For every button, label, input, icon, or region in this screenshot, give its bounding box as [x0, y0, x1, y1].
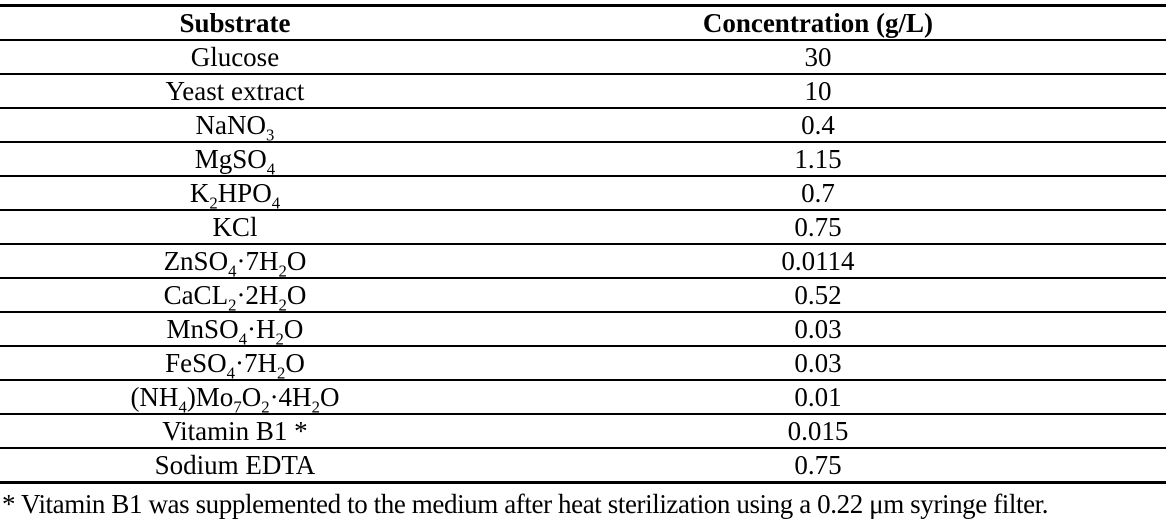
- substrate-cell: FeSO4·7H2O: [165, 347, 305, 382]
- concentration-cell: 0.03: [794, 313, 842, 344]
- substrate-cell: Yeast extract: [165, 75, 305, 106]
- table-row: Yeast extract 10: [0, 74, 1166, 108]
- table-row: Sodium EDTA 0.75: [0, 448, 1166, 483]
- concentration-cell: 0.4: [801, 109, 835, 140]
- concentration-cell: 0.0114: [781, 245, 855, 276]
- table-row: MnSO4·H2O 0.03: [0, 312, 1166, 348]
- substrate-cell: K2HPO4: [189, 177, 281, 212]
- substrate-cell: CaCL2·2H2O: [163, 279, 307, 314]
- concentration-cell: 0.03: [794, 347, 842, 378]
- table-row: Glucose 30: [0, 40, 1166, 74]
- table-row: CaCL2·2H2O 0.52: [0, 278, 1166, 314]
- concentration-cell: 0.01: [794, 381, 842, 412]
- substrate-cell: Glucose: [190, 41, 280, 72]
- substrate-cell: ZnSO4·7H2O: [163, 245, 307, 280]
- concentration-cell: 0.7: [801, 177, 835, 208]
- substrate-cell: Vitamin B1 *: [162, 415, 308, 446]
- concentration-cell: 0.52: [794, 279, 842, 310]
- table-body: Glucose 30 Yeast extract 10 NaNO3 0.4 MgSO4 1.1…: [0, 40, 1166, 483]
- substrate-column-header: Substrate: [179, 7, 291, 38]
- table-row: MgSO4 1.15: [0, 142, 1166, 178]
- substrate-cell: NaNO3: [195, 109, 275, 144]
- table-figure: Substrate Concentration (g/L) Glucose 30 Y…: [0, 4, 1166, 519]
- substrate-cell: MnSO4·H2O: [166, 313, 304, 348]
- table-row: FeSO4·7H2O 0.03: [0, 346, 1166, 382]
- table-row: KCl 0.75: [0, 210, 1166, 244]
- concentration-cell: 1.15: [794, 143, 842, 174]
- substrate-cell: (NH4)Mo7O2·4H2O: [130, 381, 340, 416]
- table-row: Vitamin B1 * 0.015: [0, 414, 1166, 448]
- table-row: NaNO3 0.4: [0, 108, 1166, 144]
- concentration-cell: 10: [804, 75, 832, 106]
- concentration-cell: 30: [804, 41, 832, 72]
- media-composition-table: Substrate Concentration (g/L) Glucose 30 Y…: [0, 4, 1166, 484]
- table-row: (NH4)Mo7O2·4H2O 0.01: [0, 380, 1166, 416]
- table-row: ZnSO4·7H2O 0.0114: [0, 244, 1166, 280]
- header-row: Substrate Concentration (g/L): [0, 6, 1166, 40]
- concentration-cell: 0.75: [794, 211, 842, 242]
- table-footnote: * Vitamin B1 was supplemented to the med…: [2, 489, 1049, 519]
- concentration-column-header: Concentration (g/L): [702, 7, 934, 38]
- substrate-cell: MgSO4: [194, 143, 276, 178]
- table-row: K2HPO4 0.7: [0, 176, 1166, 212]
- concentration-cell: 0.75: [794, 449, 842, 480]
- concentration-cell: 0.015: [787, 415, 849, 446]
- substrate-cell: Sodium EDTA: [154, 449, 316, 480]
- substrate-cell: KCl: [212, 211, 258, 242]
